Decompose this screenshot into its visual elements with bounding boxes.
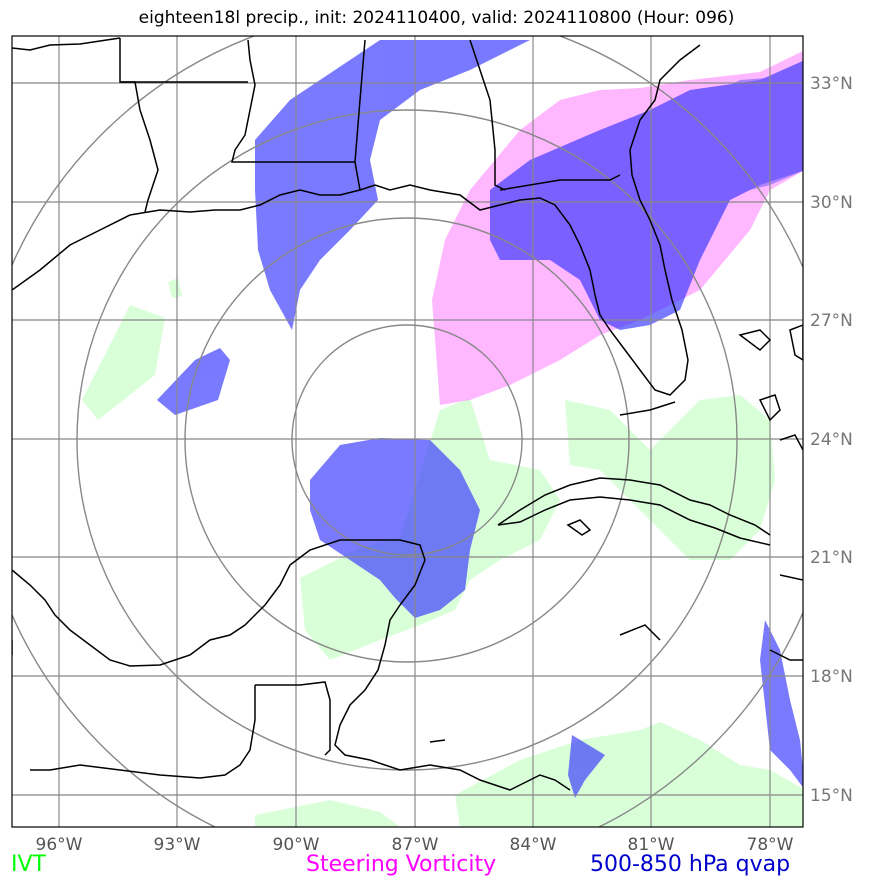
map-frame — [11, 35, 804, 828]
longitude-labels: 96°W 93°W 90°W 87°W 84°W 81°W 78°W — [36, 835, 794, 855]
lon-label: 90°W — [273, 835, 320, 855]
lon-label: 87°W — [392, 835, 439, 855]
lat-label: 18°N — [810, 667, 853, 687]
grid-lines — [12, 36, 803, 827]
lon-label: 93°W — [154, 835, 201, 855]
legend-qvap: 500-850 hPa qvap — [590, 852, 791, 877]
lat-label: 21°N — [810, 548, 853, 568]
lat-label: 33°N — [810, 74, 853, 94]
lat-label: 30°N — [810, 193, 853, 213]
map-title: eighteen18l precip., init: 2024110400, v… — [138, 8, 735, 28]
coastlines — [12, 37, 803, 791]
lat-label: 15°N — [810, 786, 853, 806]
lat-label: 24°N — [810, 430, 853, 450]
legend-ivt: IVT — [11, 852, 46, 877]
lon-label: 84°W — [510, 835, 557, 855]
lat-label: 27°N — [810, 311, 853, 331]
lon-label: 78°W — [747, 835, 794, 855]
latitude-labels: 33°N 30°N 27°N 24°N 21°N 18°N 15°N — [810, 74, 853, 806]
legend-vorticity: Steering Vorticity — [306, 852, 497, 877]
lon-label: 96°W — [36, 835, 83, 855]
range-rings — [12, 36, 803, 827]
map-layers — [12, 36, 803, 827]
lon-label: 81°W — [628, 835, 675, 855]
